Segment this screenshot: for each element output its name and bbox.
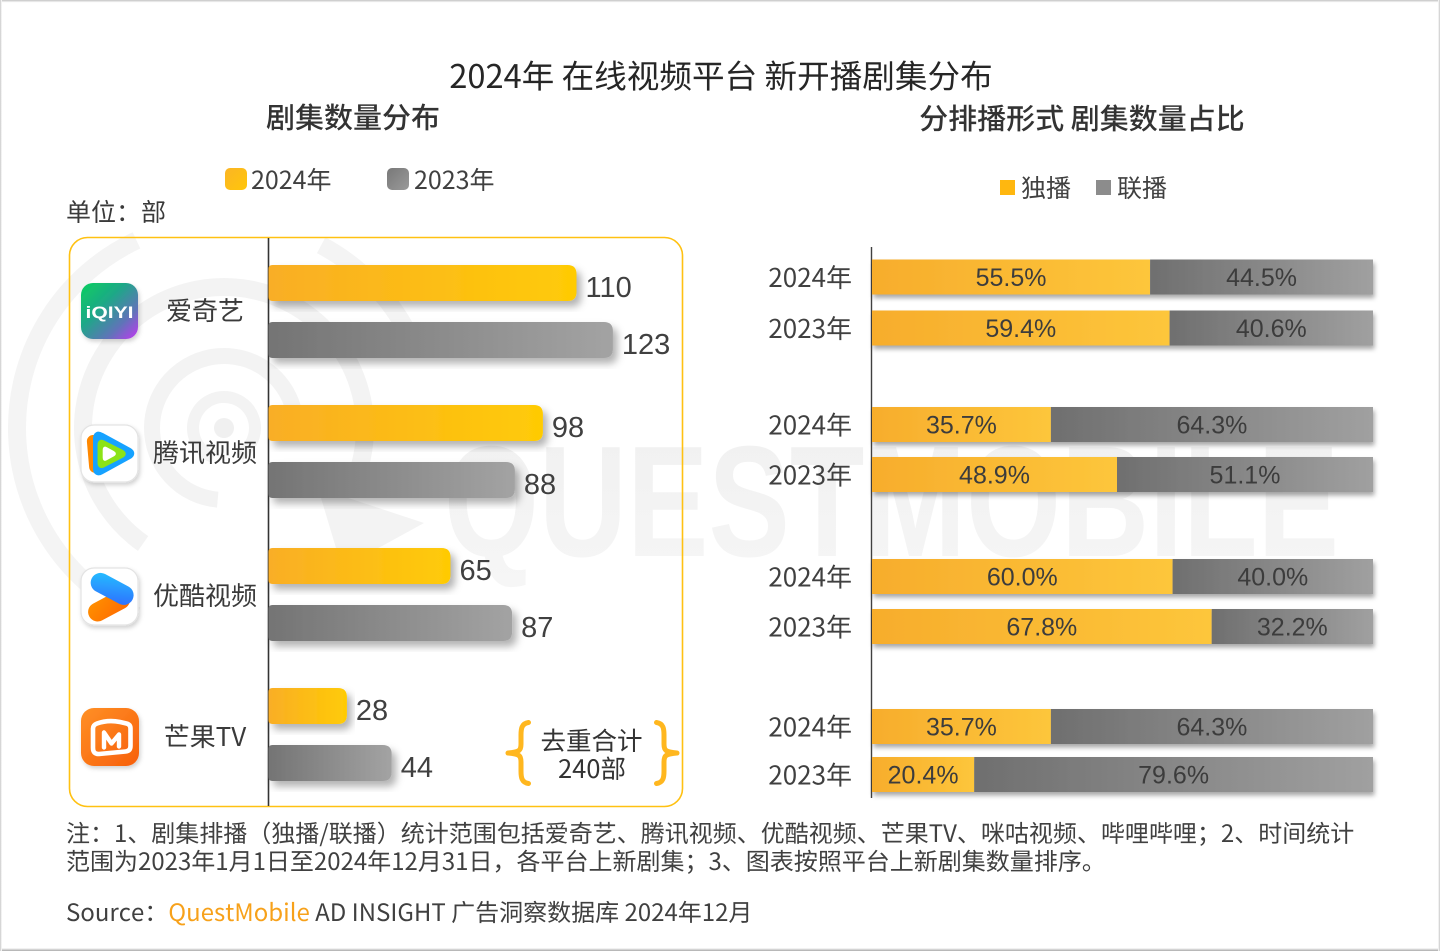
svg-text:60.0%: 60.0% [987,564,1058,592]
svg-text:44.5%: 44.5% [1226,264,1297,292]
svg-text:79.6%: 79.6% [1138,762,1209,790]
svg-text:55.5%: 55.5% [976,264,1047,292]
svg-text:88: 88 [524,469,556,501]
svg-text:64.3%: 64.3% [1176,412,1247,440]
svg-text:59.4%: 59.4% [985,315,1056,343]
svg-text:51.1%: 51.1% [1210,462,1281,490]
svg-text:87: 87 [521,612,553,644]
svg-text:48.9%: 48.9% [959,462,1030,490]
svg-text:40.6%: 40.6% [1236,315,1307,343]
svg-text:20.4%: 20.4% [888,762,959,790]
svg-text:67.8%: 67.8% [1006,614,1077,642]
svg-text:28: 28 [356,695,388,727]
svg-text:32.2%: 32.2% [1257,614,1328,642]
svg-text:40.0%: 40.0% [1237,564,1308,592]
svg-text:35.7%: 35.7% [926,412,997,440]
svg-text:123: 123 [622,329,670,361]
svg-text:64.3%: 64.3% [1176,714,1247,742]
svg-text:44: 44 [401,752,433,784]
svg-text:35.7%: 35.7% [926,714,997,742]
svg-text:65: 65 [460,555,492,587]
svg-text:iQIYI: iQIYI [86,303,134,322]
svg-text:110: 110 [586,272,632,304]
svg-text:98: 98 [552,412,584,444]
